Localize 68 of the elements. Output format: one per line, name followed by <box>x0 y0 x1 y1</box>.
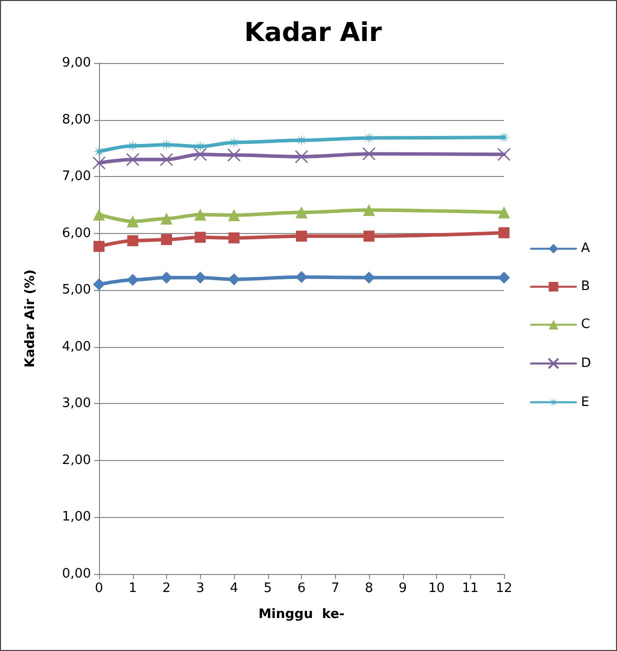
point <box>498 272 510 284</box>
x-axis-title: Minggu ke- <box>258 607 345 622</box>
y-tick-label: 9,00 <box>62 56 91 70</box>
y-tick-label: 0,00 <box>62 566 91 582</box>
y-tick-label: 3,00 <box>62 396 91 412</box>
x-tick-label: 3 <box>196 581 204 596</box>
point <box>160 272 172 284</box>
point <box>160 212 172 225</box>
y-tick-label: 6,00 <box>62 226 91 241</box>
y-tick-label: 7,00 <box>62 169 91 184</box>
y-tick-label: 1,00 <box>62 510 91 525</box>
point <box>362 147 376 160</box>
x-tick-label: 1 <box>128 581 137 596</box>
point <box>127 235 138 246</box>
point <box>498 131 510 144</box>
point <box>363 272 375 284</box>
x-tick-label: 11 <box>462 581 479 596</box>
y-tick-label: 8,00 <box>62 112 91 128</box>
point <box>126 152 140 166</box>
y-tick-label: 5,00 <box>62 282 91 298</box>
point <box>92 156 106 170</box>
point <box>126 215 139 228</box>
point <box>161 234 172 246</box>
y-tick-label: 4,00 <box>62 339 91 354</box>
point <box>296 230 307 242</box>
point <box>94 240 104 252</box>
point <box>228 273 240 286</box>
point <box>498 206 510 218</box>
point <box>296 271 308 284</box>
legend-label: A <box>580 241 590 256</box>
point <box>93 208 105 221</box>
x-tick-label: 7 <box>331 581 340 596</box>
point <box>194 272 206 284</box>
point <box>160 152 174 166</box>
point <box>227 148 241 162</box>
x-tick-label: 0 <box>94 581 104 596</box>
point <box>497 148 511 162</box>
x-tick-label: 8 <box>364 581 374 596</box>
x-tick-label: 9 <box>398 581 407 596</box>
point <box>228 209 240 222</box>
point <box>498 227 510 238</box>
point <box>294 150 308 164</box>
point <box>364 230 374 242</box>
point <box>194 208 206 221</box>
point <box>363 132 375 144</box>
x-tick-label: 6 <box>297 581 306 596</box>
legend-label: B <box>580 279 590 294</box>
legend-label: D <box>580 356 592 371</box>
point <box>296 134 308 146</box>
point <box>160 138 172 151</box>
y-tick-label: 2,00 <box>62 452 91 468</box>
x-tick-label: 5 <box>264 581 272 596</box>
point <box>93 146 105 158</box>
x-tick-label: 10 <box>428 581 445 596</box>
point <box>228 136 240 148</box>
y-axis-title: Kadar Air (%) <box>23 269 38 368</box>
legend-label: E <box>580 394 590 410</box>
x-tick-label: 2 <box>162 581 171 596</box>
point <box>93 278 105 290</box>
point <box>228 232 240 244</box>
legend-label: C <box>580 317 590 332</box>
point <box>296 206 308 218</box>
x-tick-label: 12 <box>496 581 512 596</box>
point <box>194 148 207 162</box>
x-tick-label: 4 <box>230 581 238 596</box>
point <box>363 204 375 216</box>
chart-title: Kadar Air <box>244 18 382 48</box>
point <box>194 232 206 243</box>
